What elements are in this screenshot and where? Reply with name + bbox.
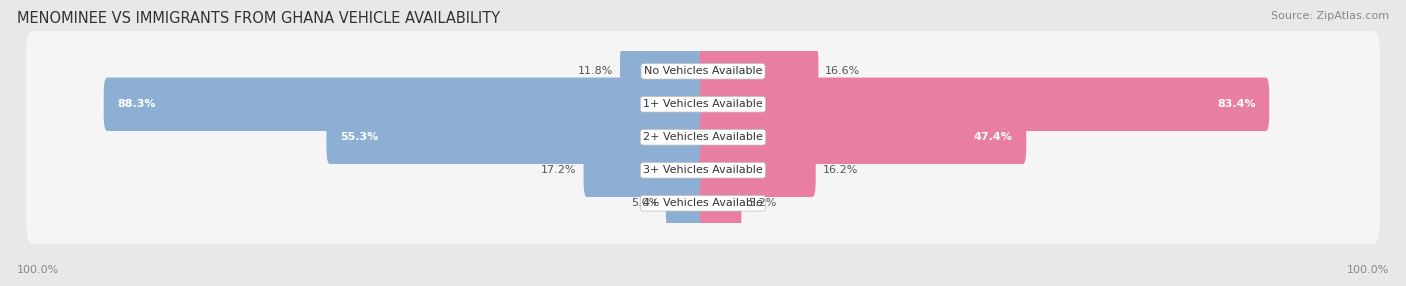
- Text: 88.3%: 88.3%: [117, 99, 156, 109]
- Text: MENOMINEE VS IMMIGRANTS FROM GHANA VEHICLE AVAILABILITY: MENOMINEE VS IMMIGRANTS FROM GHANA VEHIC…: [17, 11, 501, 26]
- Text: 2+ Vehicles Available: 2+ Vehicles Available: [643, 132, 763, 142]
- Text: 100.0%: 100.0%: [1347, 265, 1389, 275]
- FancyBboxPatch shape: [700, 45, 818, 98]
- Text: Source: ZipAtlas.com: Source: ZipAtlas.com: [1271, 11, 1389, 21]
- Text: 83.4%: 83.4%: [1218, 99, 1256, 109]
- FancyBboxPatch shape: [700, 144, 815, 197]
- FancyBboxPatch shape: [326, 111, 706, 164]
- FancyBboxPatch shape: [583, 144, 706, 197]
- FancyBboxPatch shape: [27, 97, 1379, 178]
- FancyBboxPatch shape: [104, 78, 706, 131]
- FancyBboxPatch shape: [666, 176, 706, 230]
- Text: 16.2%: 16.2%: [823, 165, 858, 175]
- Text: No Vehicles Available: No Vehicles Available: [644, 66, 762, 76]
- FancyBboxPatch shape: [27, 64, 1379, 144]
- Text: 11.8%: 11.8%: [578, 66, 613, 76]
- FancyBboxPatch shape: [700, 78, 1270, 131]
- FancyBboxPatch shape: [27, 130, 1379, 210]
- Text: 1+ Vehicles Available: 1+ Vehicles Available: [643, 99, 763, 109]
- Text: 5.0%: 5.0%: [631, 198, 659, 208]
- Text: 47.4%: 47.4%: [974, 132, 1012, 142]
- FancyBboxPatch shape: [700, 176, 741, 230]
- FancyBboxPatch shape: [27, 163, 1379, 244]
- Text: 5.2%: 5.2%: [748, 198, 776, 208]
- Text: 100.0%: 100.0%: [17, 265, 59, 275]
- Text: 4+ Vehicles Available: 4+ Vehicles Available: [643, 198, 763, 208]
- Text: 17.2%: 17.2%: [541, 165, 576, 175]
- Text: 16.6%: 16.6%: [825, 66, 860, 76]
- FancyBboxPatch shape: [27, 31, 1379, 112]
- Text: 55.3%: 55.3%: [340, 132, 378, 142]
- Text: 3+ Vehicles Available: 3+ Vehicles Available: [643, 165, 763, 175]
- FancyBboxPatch shape: [620, 45, 706, 98]
- FancyBboxPatch shape: [700, 111, 1026, 164]
